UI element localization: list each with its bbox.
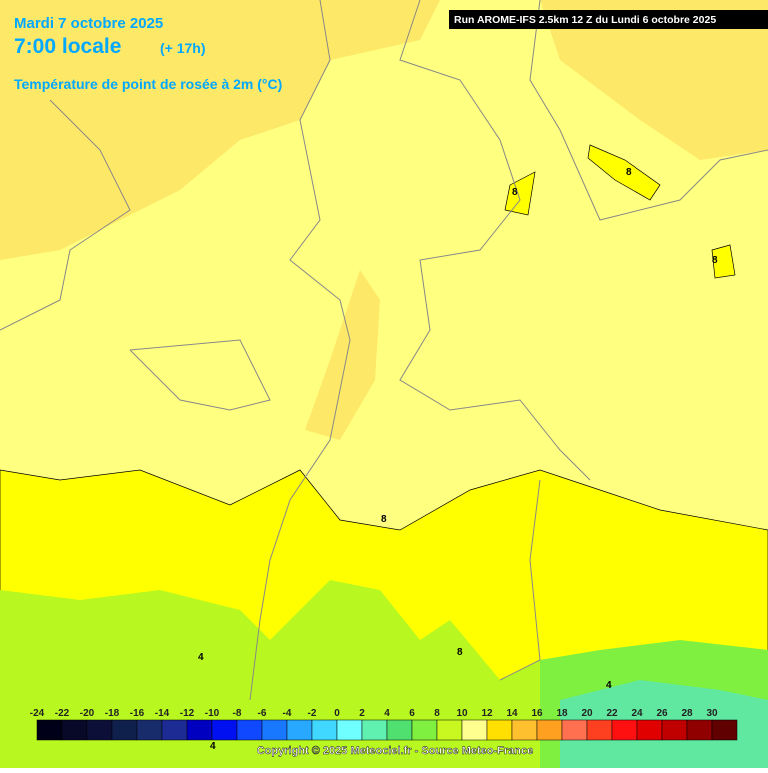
legend-label: 30 (706, 708, 718, 719)
legend-label: -6 (258, 708, 267, 719)
legend-label: -24 (30, 708, 45, 719)
run-box (449, 10, 768, 29)
contour-label: 4 (210, 741, 216, 752)
contour-area (504, 144, 736, 279)
legend-swatch (261, 719, 288, 741)
border (129, 339, 271, 411)
legend-label: 26 (656, 708, 668, 719)
warm-area (0, 0, 440, 260)
contour-label: 8 (381, 514, 387, 525)
contour-labels: 8 8 8 8 8 4 4 4 (198, 167, 718, 752)
border (399, 0, 591, 481)
legend-label: -4 (283, 708, 292, 719)
legend-swatch (536, 719, 563, 741)
legend-swatch (711, 719, 738, 741)
border (249, 0, 351, 701)
warm-area (540, 0, 768, 160)
legend-label: 8 (434, 708, 440, 719)
legend-label: 14 (506, 708, 518, 719)
contour-label: 4 (198, 652, 204, 663)
variable-label: Température de point de rosée à 2m (°C) (14, 76, 282, 92)
contour-label: 8 (457, 647, 463, 658)
legend-label: 22 (606, 708, 618, 719)
legend-label: -16 (130, 708, 145, 719)
legend-swatch (61, 719, 88, 741)
legend-label: -22 (55, 708, 70, 719)
legend-swatch (636, 719, 663, 741)
legend-label: 24 (631, 708, 643, 719)
legend-label: -14 (155, 708, 170, 719)
legend-label: 4 (384, 708, 390, 719)
legend-swatch (386, 719, 413, 741)
legend: -24 -22 -20 -18 -16 -14 -12 -10 -8 -6 -4 -2 0 2 4 6 8 10 1… (30, 708, 738, 741)
legend-swatch (111, 719, 138, 741)
legend-swatch (286, 719, 313, 741)
legend-label: -18 (105, 708, 120, 719)
legend-swatch (461, 719, 488, 741)
time-label: 7:00 locale (14, 35, 121, 58)
legend-swatch (686, 719, 713, 741)
warm-area (305, 270, 380, 440)
borders (0, 0, 768, 701)
legend-swatch (361, 719, 388, 741)
legend-swatch (561, 719, 588, 741)
legend-swatch (436, 719, 463, 741)
legend-label: -20 (80, 708, 95, 719)
contour-label: 8 (512, 187, 518, 198)
contour-label: 8 (712, 255, 718, 266)
border (0, 99, 131, 331)
legend-label: 6 (409, 708, 415, 719)
copyright: Copyright © 2025 Meteociel.fr - Source M… (257, 745, 533, 757)
legend-label: 2 (359, 708, 365, 719)
contour-label: 4 (606, 680, 612, 691)
legend-swatch (36, 719, 63, 741)
legend-swatch (136, 719, 163, 741)
legend-label: 20 (581, 708, 593, 719)
date-label: Mardi 7 octobre 2025 (14, 15, 163, 32)
legend-swatch (511, 719, 538, 741)
legend-swatch (336, 719, 363, 741)
legend-swatch (86, 719, 113, 741)
legend-swatch (411, 719, 438, 741)
lead-label: (+ 17h) (160, 40, 206, 56)
legend-label: -10 (205, 708, 220, 719)
legend-label: 12 (481, 708, 493, 719)
legend-label: -2 (308, 708, 317, 719)
legend-label: -8 (233, 708, 242, 719)
run-label: Run AROME-IFS 2.5km 12 Z du Lundi 6 octo… (454, 14, 716, 26)
border (499, 479, 541, 681)
legend-swatch (211, 719, 238, 741)
legend-swatch (186, 719, 213, 741)
legend-swatch (236, 719, 263, 741)
legend-label: 16 (531, 708, 543, 719)
legend-swatch (486, 719, 513, 741)
legend-label: 0 (334, 708, 340, 719)
legend-swatch (311, 719, 338, 741)
legend-label: 28 (681, 708, 693, 719)
legend-label: 10 (456, 708, 468, 719)
legend-label: 18 (556, 708, 568, 719)
legend-swatch (161, 719, 188, 741)
contour-label: 8 (626, 167, 632, 178)
legend-swatch (586, 719, 613, 741)
border (529, 0, 768, 221)
legend-swatch (611, 719, 638, 741)
legend-swatch (661, 719, 688, 741)
legend-label: -12 (180, 708, 195, 719)
